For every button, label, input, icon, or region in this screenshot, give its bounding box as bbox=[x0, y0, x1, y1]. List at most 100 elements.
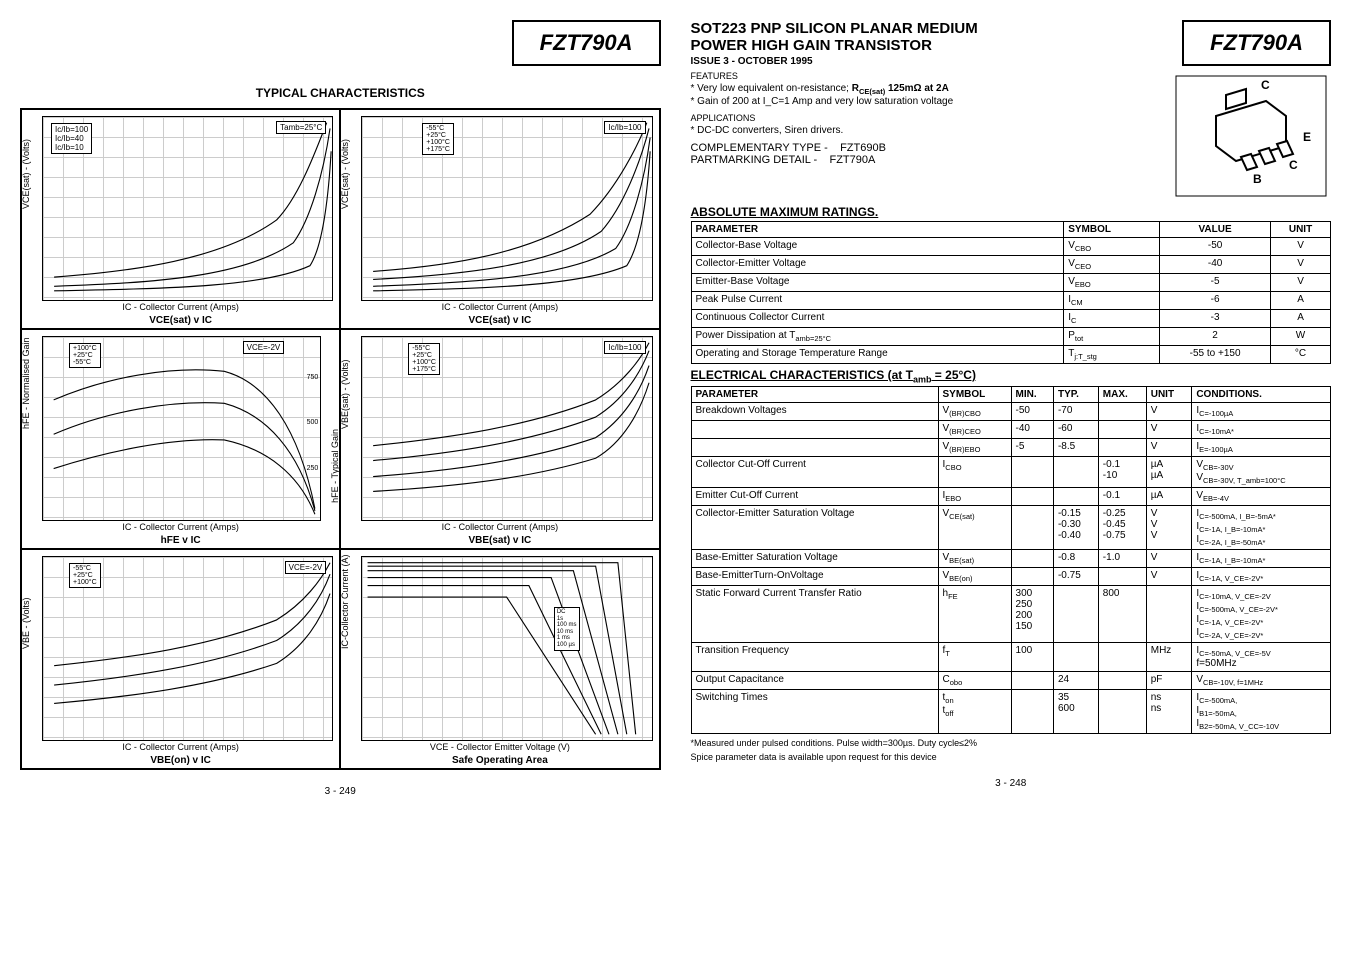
elec-cell-min bbox=[1011, 550, 1053, 568]
chart-corner-text: Ic/Ib=100 bbox=[604, 341, 645, 354]
elec-cell-min bbox=[1011, 690, 1053, 734]
elec-cell-unit: pF bbox=[1146, 672, 1192, 690]
partmarking-line: PARTMARKING DETAIL - FZT790A bbox=[691, 154, 1172, 166]
part-number-box: FZT790A bbox=[1182, 20, 1331, 66]
table-row: Base-Emitter Saturation VoltageVBE(sat)-… bbox=[691, 550, 1331, 568]
elec-cell-symbol: V(BR)CEO bbox=[938, 421, 1011, 439]
part-box-wrap-right: FZT790A bbox=[1182, 20, 1331, 66]
pkg-label-c-top: C bbox=[1261, 78, 1270, 92]
pkg-label-b: B bbox=[1253, 172, 1262, 186]
elec-cell-max bbox=[1098, 672, 1146, 690]
elec-cell-min bbox=[1011, 568, 1053, 586]
abs-cell-parameter: Emitter-Base Voltage bbox=[691, 274, 1064, 292]
part-box-wrap-left: FZT790A bbox=[20, 20, 661, 66]
elec-cell-parameter: Collector-Emitter Saturation Voltage bbox=[691, 506, 938, 550]
abs-cell-unit: V bbox=[1271, 238, 1331, 256]
elec-col-parameter: PARAMETER bbox=[691, 387, 938, 403]
chart-series-legend: -55°C +25°C +100°C +175°C bbox=[408, 343, 440, 375]
package-diagram: C E C B bbox=[1171, 71, 1331, 201]
elec-cell-unit: V bbox=[1146, 439, 1192, 457]
elec-cell-conditions: VCB=-30VVCB=-30V, T_amb=100°C bbox=[1192, 457, 1331, 488]
typical-characteristics-heading: TYPICAL CHARACTERISTICS bbox=[20, 86, 661, 100]
abs-cell-parameter: Power Dissipation at Tamb=25°C bbox=[691, 328, 1064, 346]
table-row: V(BR)EBO-5-8.5VIE=-100µA bbox=[691, 439, 1331, 457]
elec-cell-max bbox=[1098, 643, 1146, 672]
abs-col-parameter: PARAMETER bbox=[691, 222, 1064, 238]
elec-cell-parameter: Breakdown Voltages bbox=[691, 403, 938, 421]
elec-cell-max bbox=[1098, 690, 1146, 734]
abs-cell-symbol: VCBO bbox=[1064, 238, 1160, 256]
elec-cell-conditions: IC=-100µA bbox=[1192, 403, 1331, 421]
table-row: Operating and Storage Temperature RangeT… bbox=[691, 346, 1331, 364]
elec-cell-max: 800 bbox=[1098, 586, 1146, 643]
chart-curves bbox=[362, 337, 651, 520]
elec-cell-symbol: fT bbox=[938, 643, 1011, 672]
elec-cell-max: -0.1 bbox=[1098, 488, 1146, 506]
left-page: FZT790A TYPICAL CHARACTERISTICS VCE(sat)… bbox=[20, 20, 661, 797]
elec-cell-max bbox=[1098, 439, 1146, 457]
page-spread: FZT790A TYPICAL CHARACTERISTICS VCE(sat)… bbox=[20, 20, 1331, 797]
elec-cell-min bbox=[1011, 672, 1053, 690]
elec-cell-conditions: IC=-50mA, V_CE=-5Vf=50MHz bbox=[1192, 643, 1331, 672]
chart-vbeon-ic: VBE - (Volts) -55°C +25°C +100°C VCE=- bbox=[21, 549, 340, 769]
chart-title: VCE(sat) v IC bbox=[28, 312, 333, 326]
abs-cell-symbol: Ptot bbox=[1064, 328, 1160, 346]
elec-cell-symbol: V(BR)CBO bbox=[938, 403, 1011, 421]
elec-char-table: PARAMETER SYMBOL MIN. TYP. MAX. UNIT CON… bbox=[691, 386, 1332, 734]
applications-list: DC-DC converters, Siren drivers. bbox=[691, 125, 1172, 136]
abs-cell-value: -6 bbox=[1160, 292, 1271, 310]
elec-cell-parameter: Collector Cut-Off Current bbox=[691, 457, 938, 488]
elec-cell-typ: 35600 bbox=[1053, 690, 1098, 734]
elec-cell-typ: -60 bbox=[1053, 421, 1098, 439]
elec-cell-conditions: IE=-100µA bbox=[1192, 439, 1331, 457]
abs-cell-unit: °C bbox=[1271, 346, 1331, 364]
table-row: Static Forward Current Transfer RatiohFE… bbox=[691, 586, 1331, 643]
elec-cell-min bbox=[1011, 506, 1053, 550]
elec-cell-conditions: IC=-1A, I_B=-10mA* bbox=[1192, 550, 1331, 568]
pkg-label-e: E bbox=[1303, 130, 1311, 144]
elec-cell-symbol: VCE(sat) bbox=[938, 506, 1011, 550]
elec-cell-unit: V bbox=[1146, 568, 1192, 586]
abs-cell-parameter: Operating and Storage Temperature Range bbox=[691, 346, 1064, 364]
features-heading: FEATURES bbox=[691, 71, 1172, 81]
elec-col-conditions: CONDITIONS. bbox=[1192, 387, 1331, 403]
elec-cell-conditions: IC=-10mA, V_CE=-2VIC=-500mA, V_CE=-2V*IC… bbox=[1192, 586, 1331, 643]
elec-cell-max: -0.1-10 bbox=[1098, 457, 1146, 488]
elec-cell-symbol: ICBO bbox=[938, 457, 1011, 488]
elec-cell-min: -50 bbox=[1011, 403, 1053, 421]
part-number-box: FZT790A bbox=[512, 20, 661, 66]
chart-series-legend: -55°C +25°C +100°C +175°C bbox=[422, 123, 454, 155]
chart-vbesat-ic: VBE(sat) - (Volts) -55°C +25°C +100°C bbox=[340, 329, 659, 549]
chart-curves bbox=[362, 117, 651, 300]
elec-cell-typ bbox=[1053, 457, 1098, 488]
table-row: Continuous Collector CurrentIC-3A bbox=[691, 310, 1331, 328]
table-row: Breakdown VoltagesV(BR)CBO-50-70VIC=-100… bbox=[691, 403, 1331, 421]
elec-cell-symbol: tontoff bbox=[938, 690, 1011, 734]
elec-cell-unit: V bbox=[1146, 550, 1192, 568]
chart-plot-area: Ic/Ib=100 Ic/Ib=40 Ic/Ib=10 Tamb=25°C bbox=[42, 116, 333, 301]
elec-cell-symbol: VBE(on) bbox=[938, 568, 1011, 586]
chart-vcesat-ic-ratio: VCE(sat) - (Volts) Ic/Ib=100 Ic/Ib=40 Ic… bbox=[21, 109, 340, 329]
elec-cell-min bbox=[1011, 457, 1053, 488]
abs-cell-value: 2 bbox=[1160, 328, 1271, 346]
chart-plot-area: -55°C +25°C +100°C VCE=-2V bbox=[42, 556, 333, 741]
elec-cell-parameter: Switching Times bbox=[691, 690, 938, 734]
table-row: Base-EmitterTurn-OnVoltageVBE(on)-0.75VI… bbox=[691, 568, 1331, 586]
chart-corner-text: VCE=-2V bbox=[285, 561, 327, 574]
abs-max-heading: ABSOLUTE MAXIMUM RATINGS. bbox=[691, 205, 1332, 219]
elec-col-typ: TYP. bbox=[1053, 387, 1098, 403]
elec-cell-typ: -8.5 bbox=[1053, 439, 1098, 457]
elec-cell-conditions: IC=-500mA, I_B=-5mA*IC=-1A, I_B=-10mA*IC… bbox=[1192, 506, 1331, 550]
table-row: Output CapacitanceCobo24pFVCB=-10V, f=1M… bbox=[691, 672, 1331, 690]
elec-cell-parameter: Base-Emitter Saturation Voltage bbox=[691, 550, 938, 568]
footnote-line2: Spice parameter data is available upon r… bbox=[691, 752, 1332, 762]
abs-cell-symbol: IC bbox=[1064, 310, 1160, 328]
elec-cell-unit: µAµA bbox=[1146, 457, 1192, 488]
elec-cell-parameter: Output Capacitance bbox=[691, 672, 938, 690]
abs-cell-parameter: Continuous Collector Current bbox=[691, 310, 1064, 328]
elec-cell-min: 300250200150 bbox=[1011, 586, 1053, 643]
elec-char-heading: ELECTRICAL CHARACTERISTICS (at Tamb = 25… bbox=[691, 368, 1332, 384]
chart-curves bbox=[362, 557, 651, 740]
chart-xaxis-label: IC - Collector Current (Amps) bbox=[28, 302, 333, 312]
elec-cell-symbol: Cobo bbox=[938, 672, 1011, 690]
